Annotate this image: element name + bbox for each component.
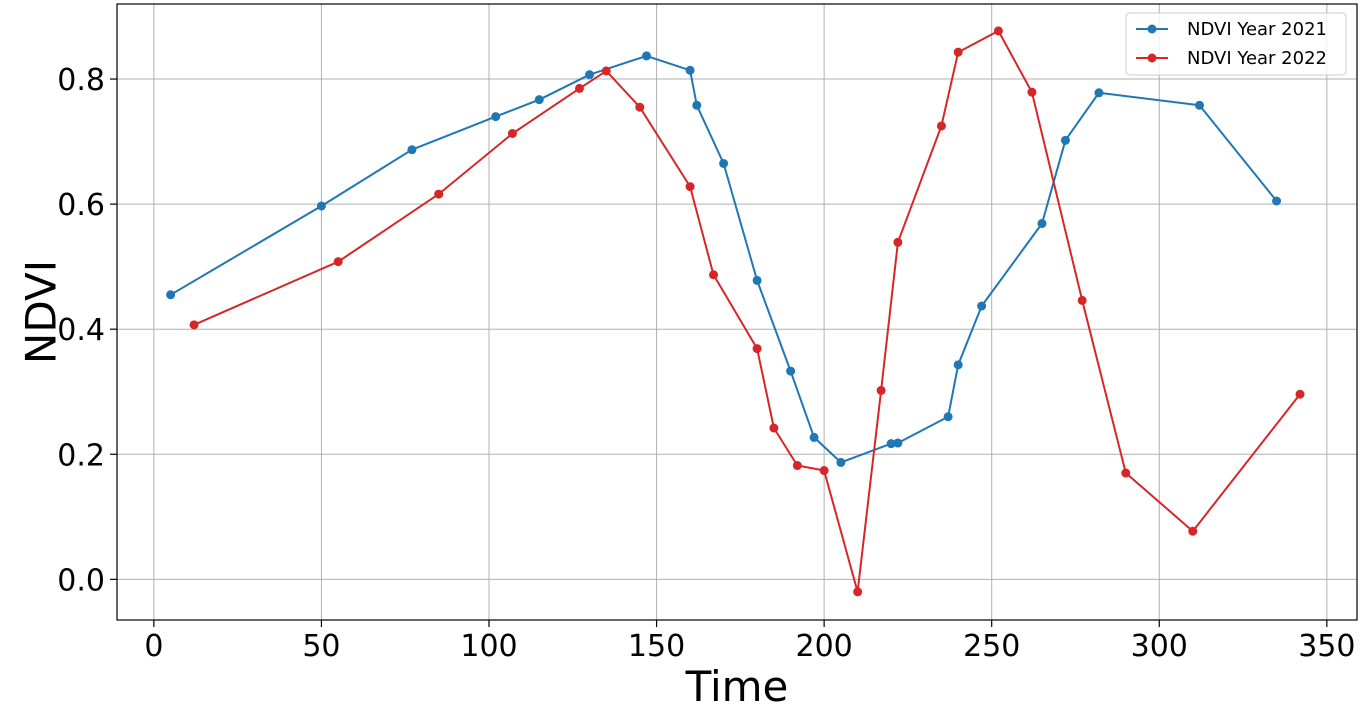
data-point <box>769 423 779 433</box>
legend-label: NDVI Year 2022 <box>1187 48 1327 69</box>
data-point <box>1194 100 1204 110</box>
y-tick-label: 0.6 <box>57 188 105 223</box>
legend-entry: NDVI Year 2022 <box>1136 48 1327 69</box>
data-point <box>953 47 963 57</box>
data-point <box>574 83 584 93</box>
data-point <box>692 100 702 110</box>
data-point <box>316 201 326 211</box>
data-point <box>635 102 645 112</box>
x-tick-label: 50 <box>302 629 340 664</box>
data-point <box>1188 526 1198 536</box>
data-point <box>792 461 802 471</box>
legend-label: NDVI Year 2021 <box>1187 19 1327 40</box>
x-tick-label: 100 <box>460 629 517 664</box>
data-point <box>836 457 846 467</box>
data-point <box>507 128 517 138</box>
legend-box <box>1125 12 1347 76</box>
y-tick-label: 0.2 <box>57 438 105 473</box>
data-point <box>333 257 343 267</box>
grid-lines <box>117 4 1357 620</box>
legend-marker <box>1147 24 1157 34</box>
data-point <box>491 112 501 122</box>
data-point <box>819 466 829 476</box>
series-2 <box>189 26 1305 597</box>
data-point <box>407 145 417 155</box>
x-tick-label: 300 <box>1131 629 1188 664</box>
data-point <box>876 385 886 395</box>
data-point <box>1027 87 1037 97</box>
x-axis-ticks: 0 50 100 150 200 250 300 350 <box>144 620 1355 664</box>
y-tick-label: 0.0 <box>57 563 105 598</box>
data-point <box>752 344 762 354</box>
data-point <box>709 270 719 280</box>
y-axis-title: NDVI <box>17 260 66 364</box>
data-point <box>953 360 963 370</box>
legend-entry: NDVI Year 2021 <box>1136 19 1327 40</box>
data-point <box>585 70 595 80</box>
data-point <box>786 366 796 376</box>
data-point <box>1060 135 1070 145</box>
legend-marker <box>1147 53 1157 63</box>
data-point <box>893 438 903 448</box>
data-point <box>886 439 896 449</box>
data-point <box>642 51 652 61</box>
data-point <box>601 66 611 76</box>
data-point <box>853 587 863 597</box>
plot-frame <box>116 3 1358 621</box>
data-point <box>685 65 695 75</box>
data-point <box>752 275 762 285</box>
series-line <box>170 54 1278 464</box>
data-point <box>1037 219 1047 229</box>
y-axis-ticks: 0.0 0.2 0.4 0.6 0.8 <box>57 63 117 598</box>
x-tick-label: 250 <box>963 629 1020 664</box>
data-point <box>936 121 946 131</box>
y-tick-label: 0.4 <box>57 313 105 348</box>
data-point <box>1121 468 1131 478</box>
data-point <box>434 189 444 199</box>
legend: NDVI Year 2021 NDVI Year 2022 <box>1125 12 1347 76</box>
series-line <box>193 29 1301 593</box>
data-point <box>719 158 729 168</box>
x-tick-label: 350 <box>1298 629 1355 664</box>
x-tick-label: 0 <box>144 629 163 664</box>
data-point <box>993 26 1003 36</box>
series-1 <box>166 51 1282 467</box>
series-layer <box>166 26 1305 597</box>
x-tick-label: 200 <box>796 629 853 664</box>
data-point <box>1295 389 1305 399</box>
data-point <box>685 182 695 192</box>
data-point <box>1077 295 1087 305</box>
x-axis-title: Time <box>685 662 789 705</box>
data-point <box>1094 88 1104 98</box>
x-tick-label: 150 <box>628 629 685 664</box>
data-point <box>534 95 544 105</box>
data-point <box>1272 196 1282 206</box>
data-point <box>943 412 953 422</box>
data-point <box>189 320 199 330</box>
data-point <box>893 237 903 247</box>
data-point <box>166 290 176 300</box>
data-point <box>809 432 819 442</box>
data-point <box>977 301 987 311</box>
y-tick-label: 0.8 <box>57 63 105 98</box>
